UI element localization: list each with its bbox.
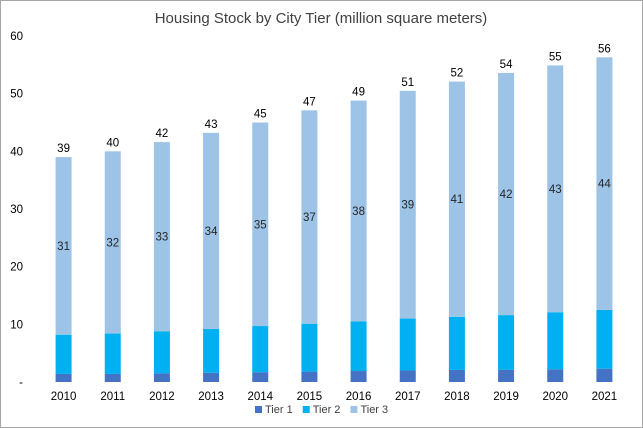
x-tick-label: 2012 [149,391,175,403]
legend-label: Tier 1 [265,404,293,416]
y-tick-label: 30 [10,204,23,216]
bar-tier-1 [350,371,367,382]
total-label: 39 [57,143,70,155]
x-tick-label: 2010 [51,391,77,403]
total-label: 49 [352,87,365,99]
total-label: 40 [106,137,119,149]
bar-tier-1 [252,372,269,382]
bar-tier-2 [547,312,564,370]
bar-tier-1 [104,373,121,382]
x-tick-label: 2020 [542,391,568,403]
bar-tier-3 [448,81,465,317]
legend-swatch [255,406,262,413]
x-tick-label: 2013 [198,391,224,403]
total-label: 56 [598,43,611,55]
data-label-tier-3: 34 [205,226,218,238]
legend-label: Tier 2 [313,404,341,416]
y-tick-label: 40 [10,146,23,158]
data-label-tier-3: 37 [303,212,316,224]
bar-tier-2 [399,318,416,371]
data-label-tier-3: 42 [500,189,513,201]
bar-tier-1 [399,370,416,382]
y-tick-label: 50 [10,89,23,101]
total-label: 47 [303,96,316,108]
bar-tier-3 [547,65,564,313]
bar-tier-2 [153,331,170,374]
bar-tier-1 [301,371,318,382]
bar-tier-2 [498,315,515,370]
bar-tier-3 [498,72,515,316]
total-label: 51 [401,77,414,89]
bar-tier-3 [104,151,121,334]
bar-tier-1 [498,369,515,382]
x-tick-label: 2019 [493,391,519,403]
bar-tier-2 [203,328,220,373]
bar-tier-3 [301,110,318,324]
x-tick-label: 2018 [444,391,470,403]
legend-swatch [302,406,310,413]
legend-label: Tier 3 [360,404,388,416]
bar-tier-2 [252,326,269,373]
bar-tier-1 [203,372,220,382]
y-tick-label: - [19,377,23,389]
bar-tier-3 [596,57,613,310]
y-tick-label: 10 [10,319,23,331]
x-tick-label: 2017 [395,391,421,403]
data-label-tier-3: 32 [106,237,119,249]
bar-tier-2 [448,316,465,370]
bars: 31 39 32 40 33 42 34 43 35 45 37 47 38 49 39 51 41 52 42 54… [55,43,613,382]
legend: Tier 1 Tier 2 Tier 3 [255,404,388,416]
data-label-tier-3: 41 [451,194,464,206]
bar-tier-1 [448,369,465,382]
data-label-tier-3: 43 [549,184,562,196]
data-label-tier-3: 35 [254,219,267,231]
bar-tier-3 [203,132,220,329]
total-label: 43 [205,119,218,131]
x-tick-label: 2014 [247,391,273,403]
x-axis: 2010 2011 2012 2013 2014 2015 2016 2017 2018 2019… [51,391,617,403]
x-tick-label: 2021 [592,391,618,403]
bar-tier-3 [252,122,269,327]
data-label-tier-3: 39 [401,200,414,212]
bar-tier-2 [104,333,121,374]
x-tick-label: 2016 [346,391,372,403]
bar-tier-3 [153,142,170,332]
bar-tier-1 [547,369,564,382]
total-label: 52 [451,68,464,80]
bar-tier-2 [55,334,72,374]
x-tick-label: 2015 [297,391,323,403]
total-label: 42 [156,128,169,140]
data-label-tier-3: 33 [156,232,169,244]
x-tick-label: 2011 [100,391,125,403]
data-label-tier-3: 38 [352,206,365,218]
bar-tier-3 [350,100,367,322]
y-tick-label: 60 [10,31,23,43]
chart-title: Housing Stock by City Tier (million squa… [155,10,488,27]
bar-tier-1 [55,373,72,382]
total-label: 55 [549,51,562,63]
data-label-tier-3: 44 [598,179,611,191]
total-label: 45 [254,109,267,121]
bar-tier-1 [596,368,613,382]
total-label: 54 [500,59,513,71]
bar-tier-2 [350,321,367,372]
bar-tier-1 [153,373,170,382]
bar-tier-3 [399,90,416,319]
bar-tier-2 [596,309,613,369]
y-axis: - 10 20 30 40 50 60 [10,31,23,389]
y-tick-label: 20 [10,262,23,274]
bar-tier-3 [55,157,72,335]
legend-swatch [350,406,358,413]
bar-tier-2 [301,323,318,372]
data-label-tier-3: 31 [57,241,70,253]
